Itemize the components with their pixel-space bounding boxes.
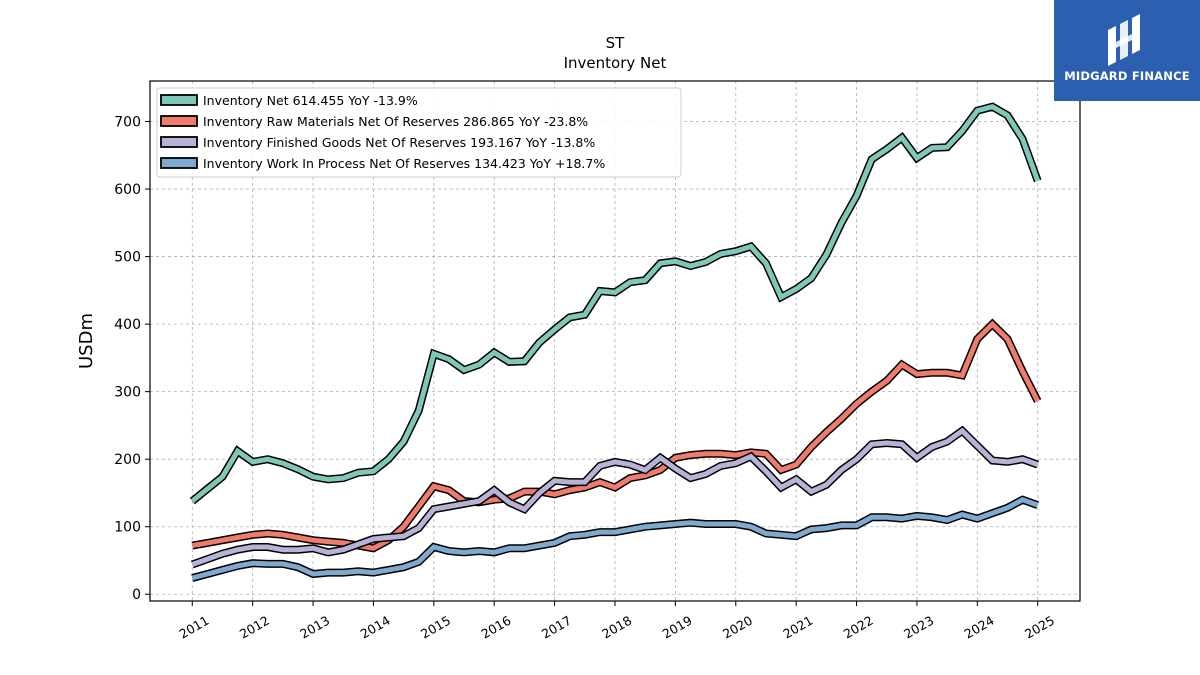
x-tick-label: 2018 xyxy=(599,613,634,642)
x-tick-label: 2016 xyxy=(478,613,513,642)
legend-entry: Inventory Net 614.455 YoY -13.9% xyxy=(203,93,418,108)
y-axis-label: USDm xyxy=(76,313,97,369)
y-tick-label: 500 xyxy=(114,250,141,266)
series-line xyxy=(190,104,1041,504)
legend-entry: Inventory Raw Materials Net Of Reserves … xyxy=(203,114,588,129)
brand-logo: MIDGARD FINANCE xyxy=(1054,0,1200,101)
legend-swatch xyxy=(160,115,198,127)
y-tick-label: 700 xyxy=(114,115,141,131)
x-tick-label: 2020 xyxy=(720,613,755,642)
y-tick-label: 100 xyxy=(114,520,141,536)
y-tick-label: 0 xyxy=(132,587,141,603)
x-tick-label: 2021 xyxy=(780,613,815,642)
x-tick-label: 2014 xyxy=(358,613,393,642)
x-tick-label: 2019 xyxy=(660,613,695,642)
y-tick-label: 600 xyxy=(114,182,141,198)
series-line xyxy=(191,496,1039,581)
x-tick-label: 2013 xyxy=(297,613,332,642)
y-tick-label: 300 xyxy=(114,385,141,401)
series-line xyxy=(191,427,1039,567)
chart-title: ST xyxy=(606,34,626,52)
x-tick-label: 2025 xyxy=(1022,613,1057,642)
x-tick-label: 2011 xyxy=(176,613,211,642)
legend: Inventory Net 614.455 YoY -13.9% Inventor… xyxy=(156,87,682,178)
legend-box xyxy=(156,87,682,178)
x-tick-label: 2017 xyxy=(539,613,574,642)
y-tick-label: 200 xyxy=(114,452,141,468)
series-line xyxy=(191,320,1040,551)
midgard-logo-icon xyxy=(1108,14,1140,66)
legend-entry: Inventory Work In Process Net Of Reserve… xyxy=(203,156,605,171)
legend-entry: Inventory Finished Goods Net Of Reserves… xyxy=(203,135,595,150)
legend-swatch xyxy=(160,157,198,169)
legend-swatch xyxy=(160,94,198,106)
x-tick-label: 2012 xyxy=(237,613,272,642)
legend-swatch xyxy=(160,136,198,148)
x-tick-label: 2024 xyxy=(962,613,997,642)
x-tick-label: 2015 xyxy=(418,613,453,642)
brand-name: MIDGARD FINANCE xyxy=(1064,69,1190,83)
x-tick-label: 2023 xyxy=(901,613,936,642)
series-lines xyxy=(189,102,1042,582)
chart-subtitle: Inventory Net xyxy=(564,54,667,72)
y-tick-label: 400 xyxy=(114,317,141,333)
x-tick-label: 2022 xyxy=(841,613,876,642)
